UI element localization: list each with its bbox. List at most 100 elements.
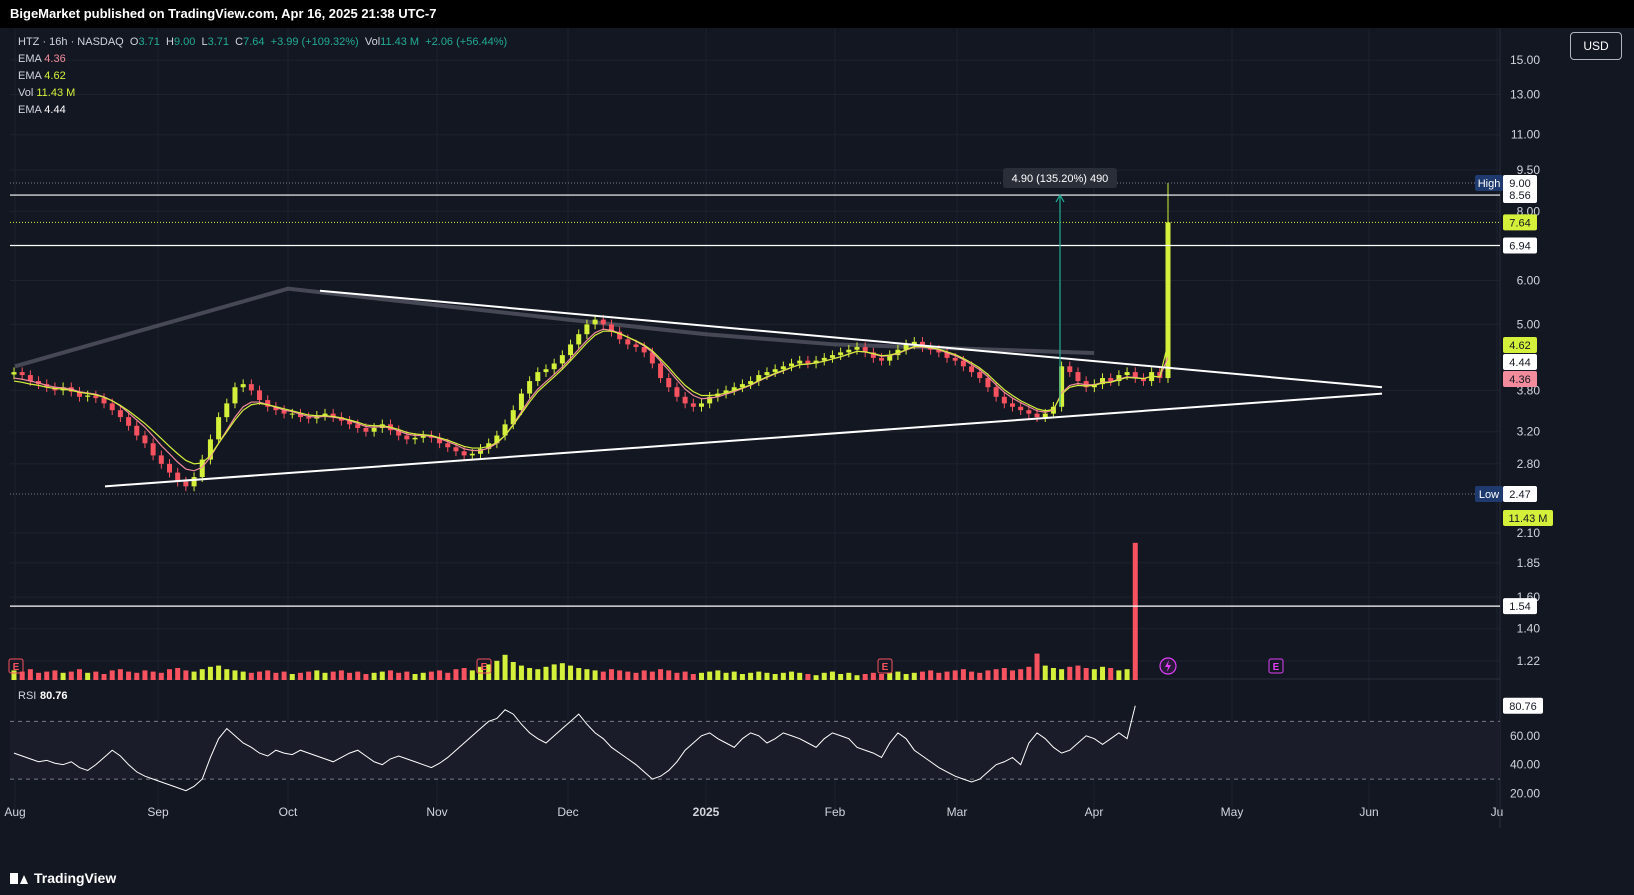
volume-bar — [985, 670, 991, 680]
legend-vol2-label[interactable]: Vol — [18, 87, 34, 99]
candle-body — [469, 453, 475, 456]
volume-bar — [1026, 666, 1032, 680]
axis-price-label-box — [1503, 214, 1537, 231]
axis-price-label: 11.43 M — [1509, 513, 1548, 525]
time-axis-label: Mar — [947, 805, 968, 819]
volume-bar — [739, 674, 745, 680]
volume-bar — [453, 669, 459, 680]
candle-body — [911, 341, 917, 345]
volume-bar — [85, 672, 91, 680]
axis-price-label-box — [1503, 175, 1537, 191]
volume-bar — [257, 671, 263, 680]
axis-price-label: 6.94 — [1509, 241, 1530, 253]
candle-body — [322, 413, 328, 416]
candle-body — [167, 463, 173, 473]
axis-price-label-box — [1503, 187, 1537, 204]
candle-body — [535, 372, 541, 382]
price-chart[interactable]: 15.0013.0011.009.508.006.005.003.803.202… — [0, 28, 1634, 860]
volume-bar — [846, 672, 852, 680]
currency-button[interactable]: USD — [1570, 32, 1622, 60]
candle-body — [248, 384, 254, 391]
measure-label-box — [1003, 168, 1117, 188]
candle-body — [772, 369, 778, 373]
legend-vol-label: Vol — [364, 36, 381, 48]
price-tick-label: 13.00 — [1510, 88, 1540, 102]
candle-body — [698, 403, 704, 407]
candle-body — [257, 390, 263, 401]
legend-ema2-label[interactable]: EMA — [18, 70, 42, 82]
tradingview-logo[interactable]: TradingView — [10, 870, 116, 886]
candle-body — [633, 344, 639, 348]
volume-bar — [543, 666, 549, 680]
volume-bar — [60, 672, 66, 680]
legend-ema3-value: 4.44 — [44, 104, 66, 116]
volume-bar — [404, 671, 410, 680]
candle-body — [641, 347, 647, 353]
candle-body — [158, 455, 164, 464]
volume-bar — [1034, 653, 1040, 680]
legend-vol: 11.43 M — [380, 36, 420, 48]
volume-bar — [420, 672, 426, 680]
volume-bar — [559, 663, 565, 680]
candle-body — [109, 403, 115, 411]
candle-body — [306, 417, 312, 419]
rsi-tick-label: 60.00 — [1510, 729, 1540, 743]
volume-bar — [11, 670, 17, 680]
candle-body — [363, 427, 369, 432]
candle-body — [568, 344, 574, 356]
volume-bar — [666, 670, 672, 680]
volume-bar — [641, 670, 647, 680]
volume-bar — [756, 671, 762, 680]
axis-price-label: 7.64 — [1509, 217, 1530, 229]
candle-body — [969, 366, 975, 373]
earnings-marker: E — [882, 662, 889, 673]
volume-bar — [731, 671, 737, 680]
volume-bar — [109, 670, 115, 680]
volume-bar — [928, 670, 934, 680]
legend-ema3-label[interactable]: EMA — [18, 104, 42, 116]
rsi-line — [13, 705, 1136, 792]
rsi-value: 80.76 — [40, 690, 68, 702]
volume-bar — [183, 670, 189, 680]
candle-body — [903, 344, 909, 350]
candle-body — [502, 424, 508, 436]
candle-body — [829, 355, 835, 358]
candle-body — [1075, 372, 1081, 382]
axis-price-label-box — [1503, 237, 1537, 254]
bolt-glyph — [1165, 660, 1171, 672]
candle-body — [216, 417, 222, 440]
candle-body — [748, 381, 754, 385]
volume-bar — [387, 670, 393, 680]
volume-bar — [780, 672, 786, 680]
legend-ema1-label[interactable]: EMA — [18, 53, 42, 65]
volume-bar — [437, 670, 443, 680]
axis-price-label: 4.44 — [1509, 357, 1530, 369]
candle-body — [608, 324, 614, 332]
candle-body — [93, 395, 99, 399]
volume-bar — [838, 674, 844, 680]
volume-bar — [126, 671, 132, 680]
volume-bar — [658, 669, 664, 680]
publish-text: BigeMarket published on TradingView.com,… — [10, 6, 437, 21]
candle-body — [117, 410, 123, 418]
candle-body — [1067, 366, 1073, 373]
legend-symbol[interactable]: HTZ · 16h · NASDAQ — [18, 36, 124, 48]
candle-body — [1108, 378, 1114, 382]
candle-body — [887, 355, 893, 361]
rsi-label: RSI — [18, 690, 36, 702]
legend-ema1-value: 4.36 — [44, 53, 66, 65]
candle-body — [445, 443, 451, 448]
price-tick-label: 2.80 — [1517, 457, 1541, 471]
candle-body — [224, 403, 230, 418]
rsi-tick-label: 40.00 — [1510, 758, 1540, 772]
volume-bar — [1083, 668, 1089, 680]
price-tick-label: 11.00 — [1511, 128, 1540, 142]
legend-change: +3.99 (+109.32%) — [270, 36, 359, 48]
volume-bar — [1075, 665, 1081, 680]
volume-bar — [789, 671, 795, 680]
candle-body — [952, 357, 958, 361]
axis-price-label: 1.54 — [1509, 601, 1530, 613]
volume-bar — [633, 672, 639, 680]
volume-bar — [518, 665, 524, 680]
volume-bar — [797, 672, 803, 680]
